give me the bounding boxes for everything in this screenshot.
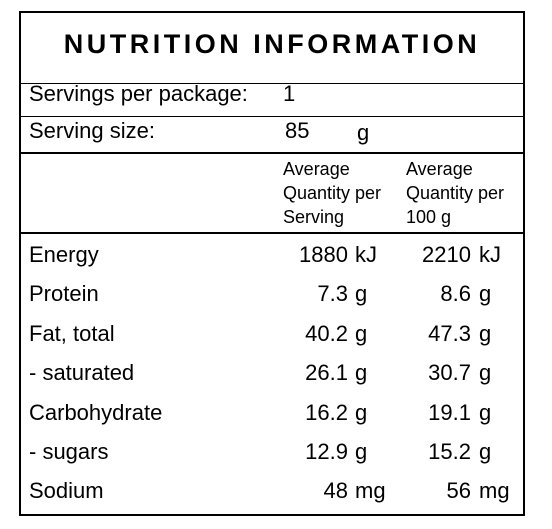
nutrient-name: Sodium	[29, 478, 104, 503]
per-100g-unit: g	[479, 360, 492, 385]
nutrient-name: - sugars	[29, 439, 109, 464]
per-100g-unit: g	[479, 400, 492, 425]
per-serving-value: 7.3	[317, 281, 348, 306]
per-serving-unit: mg	[355, 478, 386, 503]
servings-per-package-value: 1	[283, 81, 296, 106]
nutrient-name: - saturated	[29, 360, 135, 385]
column-header-per-serving: Average Quantity per Serving	[283, 159, 382, 227]
serving-size-label: Serving size:	[29, 118, 155, 143]
per-100g-unit: g	[479, 439, 492, 464]
per-serving-value: 1880	[299, 242, 348, 267]
per-100g-value: 2210	[422, 242, 471, 267]
per-100g-unit: kJ	[479, 242, 501, 267]
per-serving-value: 40.2	[305, 321, 348, 346]
per-100g-unit: g	[479, 321, 492, 346]
servings-per-package-label: Servings per package:	[29, 81, 248, 106]
per-serving-value: 12.9	[305, 439, 348, 464]
per-serving-value: 26.1	[305, 360, 348, 385]
per-serving-unit: g	[355, 439, 368, 464]
per-100g-value: 30.7	[428, 360, 471, 385]
per-serving-value: 48	[323, 478, 348, 503]
per-serving-unit: kJ	[355, 242, 377, 267]
per-serving-unit: g	[355, 321, 368, 346]
per-100g-unit: mg	[479, 478, 510, 503]
panel-title: NUTRITION INFORMATION	[63, 29, 481, 59]
nutrient-name: Carbohydrate	[29, 400, 163, 425]
divider	[21, 116, 523, 117]
divider	[21, 152, 523, 154]
per-100g-unit: g	[479, 281, 492, 306]
per-100g-value: 47.3	[428, 321, 471, 346]
nutrient-name: Energy	[29, 242, 99, 267]
per-100g-value: 8.6	[440, 281, 471, 306]
per-serving-unit: g	[355, 400, 368, 425]
nutrition-panel: NUTRITION INFORMATION Servings per packa…	[19, 11, 525, 516]
nutrient-name: Protein	[29, 281, 99, 306]
divider	[21, 83, 523, 84]
per-serving-value: 16.2	[305, 400, 348, 425]
per-100g-value: 15.2	[428, 439, 471, 464]
divider	[21, 232, 523, 234]
per-100g-value: 56	[446, 478, 471, 503]
per-serving-unit: g	[355, 281, 368, 306]
serving-size-value: 85	[285, 118, 310, 143]
nutrient-name: Fat, total	[29, 321, 115, 346]
per-100g-value: 19.1	[428, 400, 471, 425]
serving-size-unit: g	[357, 120, 370, 145]
per-serving-unit: g	[355, 360, 368, 385]
column-header-per-100g: Average Quantity per 100 g	[406, 159, 505, 227]
